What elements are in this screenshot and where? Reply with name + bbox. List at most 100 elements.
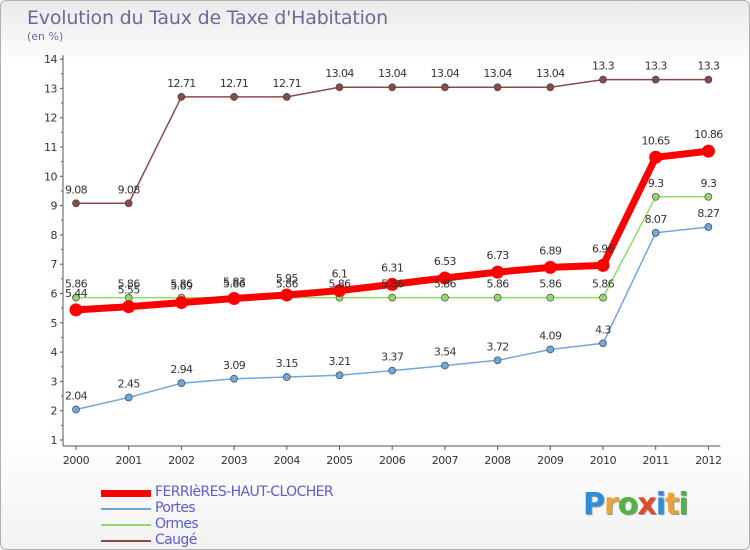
data-label: 6.31 xyxy=(381,261,403,274)
y-tick-label: 2 xyxy=(51,405,58,418)
data-point xyxy=(441,361,449,370)
data-point xyxy=(388,83,397,92)
data-point xyxy=(596,258,610,272)
data-label: 8.27 xyxy=(697,207,720,220)
data-point xyxy=(441,293,449,302)
data-label: 9.3 xyxy=(701,177,717,190)
data-label: 13.3 xyxy=(592,60,615,73)
data-label: 8.07 xyxy=(645,213,668,226)
x-tick-label: 2010 xyxy=(590,454,617,467)
legend-label: FERRIèRES-HAUT-CLOCHER xyxy=(155,484,334,500)
data-label: 5.86 xyxy=(276,278,299,291)
legend-label: Ormes xyxy=(155,516,199,532)
data-point xyxy=(599,293,607,302)
data-label: 6.73 xyxy=(487,249,510,262)
data-point xyxy=(388,366,397,375)
data-label: 9.3 xyxy=(648,177,664,190)
data-label: 12.71 xyxy=(273,77,302,90)
data-label: 13.04 xyxy=(325,67,354,80)
x-tick-label: 2009 xyxy=(537,454,564,467)
x-tick-label: 2011 xyxy=(642,454,668,467)
data-point xyxy=(72,199,80,208)
data-point xyxy=(649,150,663,164)
logo-letter: P xyxy=(583,487,605,522)
data-point xyxy=(124,393,133,402)
data-point xyxy=(177,379,186,388)
logo-letter: i xyxy=(655,487,666,522)
data-label: 5.86 xyxy=(592,278,615,291)
data-point xyxy=(491,265,505,279)
y-tick-label: 14 xyxy=(44,53,57,66)
data-point xyxy=(282,93,291,101)
data-point xyxy=(227,291,241,305)
data-label: 5.86 xyxy=(170,278,193,291)
legend-swatch xyxy=(101,524,151,526)
data-label: 2.45 xyxy=(118,378,141,391)
data-point xyxy=(493,83,502,92)
x-tick-label: 2008 xyxy=(484,454,511,467)
data-point xyxy=(174,296,188,310)
y-tick-label: 11 xyxy=(44,141,57,154)
data-point xyxy=(704,75,713,84)
proxiti-logo: Proxiti xyxy=(583,487,689,522)
y-tick-label: 1 xyxy=(51,434,58,447)
x-tick-label: 2001 xyxy=(115,454,141,467)
legend-swatch xyxy=(101,508,151,510)
data-label: 13.04 xyxy=(483,67,512,80)
y-tick-label: 4 xyxy=(51,346,58,359)
chart-title: Evolution du Taux de Taxe d'Habitation xyxy=(27,7,388,29)
y-tick-label: 6 xyxy=(51,288,58,301)
y-tick-label: 13 xyxy=(44,82,57,95)
data-point xyxy=(493,293,502,302)
data-label: 10.86 xyxy=(694,128,723,141)
x-tick-label: 2000 xyxy=(63,454,90,467)
data-point xyxy=(441,83,449,92)
data-label: 4.3 xyxy=(595,323,611,336)
data-label: 6.89 xyxy=(539,244,562,257)
x-tick-label: 2002 xyxy=(168,454,194,467)
data-point xyxy=(280,288,294,302)
logo-letter: x xyxy=(637,487,656,522)
data-label: 5.86 xyxy=(223,278,246,291)
data-point xyxy=(493,356,502,365)
logo-letter: t xyxy=(665,487,679,522)
data-label: 6.96 xyxy=(592,242,615,255)
data-point xyxy=(546,83,555,92)
data-point xyxy=(335,83,344,92)
data-label: 13.04 xyxy=(431,67,460,80)
data-label: 5.83 xyxy=(223,275,246,288)
data-label: 13.04 xyxy=(536,67,565,80)
data-label: 5.55 xyxy=(118,284,141,297)
data-label: 5.86 xyxy=(539,278,562,291)
data-label: 3.15 xyxy=(276,357,299,370)
data-label: 4.09 xyxy=(539,329,562,342)
data-label: 9.08 xyxy=(118,183,141,196)
data-label: 10.65 xyxy=(641,134,670,147)
data-point xyxy=(651,192,660,201)
data-point xyxy=(124,199,133,208)
data-point xyxy=(282,373,291,381)
logo-letter: o xyxy=(617,487,639,522)
data-label: 5.86 xyxy=(434,278,457,291)
chart-subtitle: (en %) xyxy=(27,30,64,43)
x-tick-label: 2006 xyxy=(379,454,406,467)
data-point xyxy=(388,293,397,302)
data-point xyxy=(599,339,607,348)
data-label: 13.3 xyxy=(645,60,668,73)
data-point xyxy=(599,75,607,84)
y-tick-label: 5 xyxy=(51,317,58,330)
data-label: 5.69 xyxy=(170,280,193,293)
data-point xyxy=(438,271,452,285)
logo-letter: i xyxy=(678,487,688,522)
y-tick-label: 3 xyxy=(51,375,58,388)
data-point xyxy=(704,223,713,231)
data-point xyxy=(385,277,399,291)
y-tick-label: 9 xyxy=(51,200,58,213)
y-tick-label: 8 xyxy=(51,229,58,242)
data-label: 5.86 xyxy=(381,278,404,291)
x-tick-label: 2012 xyxy=(695,454,721,467)
x-tick-label: 2003 xyxy=(221,454,248,467)
data-label: 3.72 xyxy=(487,340,509,353)
data-label: 3.54 xyxy=(434,346,457,359)
